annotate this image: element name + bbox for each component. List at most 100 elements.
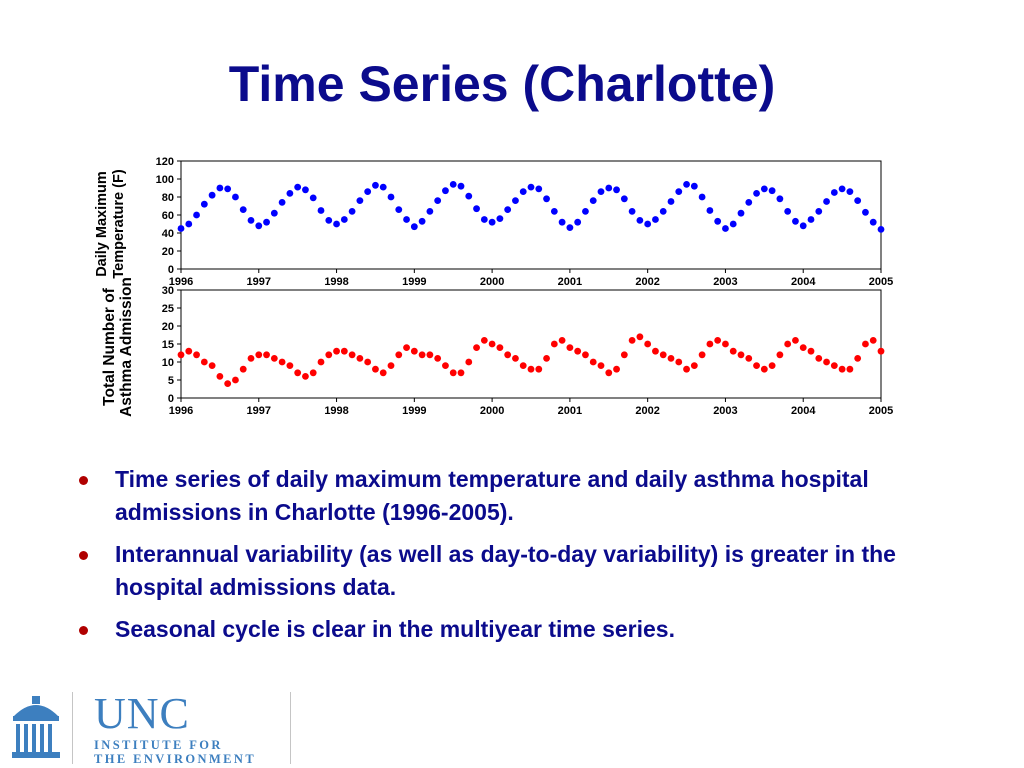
temperature-data-point <box>473 205 480 213</box>
asthma-data-point <box>325 351 333 359</box>
asthma-data-point <box>224 380 232 387</box>
asthma-data-point <box>683 365 690 373</box>
temperature-data-point <box>434 197 442 204</box>
temperature-data-point <box>768 187 776 195</box>
temperature-data-point <box>737 209 745 217</box>
asthma-data-point <box>823 358 830 366</box>
asthma-data-point <box>535 365 543 373</box>
temperature-data-point <box>667 198 675 205</box>
asthma-data-point <box>333 347 340 355</box>
bullet-dot-icon <box>79 626 88 635</box>
temperature-y-tick-label: 0 <box>168 264 174 276</box>
asthma-x-tick-label: 2001 <box>558 405 582 417</box>
bullet-list: Time series of daily maximum temperature… <box>75 463 955 655</box>
temperature-data-point <box>722 225 729 232</box>
temperature-data-point <box>302 186 309 194</box>
temperature-data-point <box>496 215 504 222</box>
asthma-y-tick-label: 10 <box>162 357 174 369</box>
asthma-data-point <box>457 369 465 377</box>
asthma-data-point <box>449 369 457 377</box>
temperature-x-tick-label: 1997 <box>247 276 271 288</box>
temperature-data-point <box>784 208 792 215</box>
temperature-data-point <box>480 216 488 223</box>
temperature-x-tick-label: 1998 <box>324 276 348 288</box>
asthma-data-point <box>597 362 605 369</box>
temperature-data-point <box>340 216 348 223</box>
temperature-data-point <box>714 217 722 225</box>
temperature-x-tick-label: 2005 <box>869 276 893 288</box>
temperature-data-point <box>504 206 512 213</box>
asthma-data-point <box>722 340 729 348</box>
temperature-data-point <box>706 207 714 214</box>
asthma-data-point <box>589 358 597 366</box>
asthma-data-point <box>379 369 387 377</box>
temperature-x-tick-label: 2003 <box>713 276 737 288</box>
asthma-data-point <box>854 355 862 362</box>
temperature-data-point <box>247 217 255 224</box>
asthma-data-point <box>550 340 558 348</box>
temperature-data-point <box>488 218 496 226</box>
logo-line2: THE ENVIRONMENT <box>94 752 257 766</box>
temperature-data-point <box>830 189 838 196</box>
temperature-data-point <box>457 182 465 190</box>
temperature-y-tick-label: 80 <box>162 192 174 204</box>
temperature-data-point <box>465 192 473 200</box>
temperature-data-point <box>294 183 302 191</box>
temperature-data-point <box>177 225 185 232</box>
asthma-data-point <box>566 344 574 351</box>
asthma-data-point <box>613 365 620 373</box>
temperature-data-point <box>869 218 877 226</box>
asthma-data-point <box>255 351 263 359</box>
asthma-data-point <box>760 365 768 373</box>
asthma-data-point <box>799 344 807 351</box>
asthma-data-point <box>659 351 667 359</box>
asthma-data-point <box>698 351 706 359</box>
old-well-icon <box>12 696 60 758</box>
asthma-data-point <box>193 351 200 359</box>
asthma-data-point <box>737 351 745 359</box>
asthma-data-point <box>403 344 410 351</box>
temperature-data-point <box>815 208 823 215</box>
temperature-data-point <box>286 190 294 197</box>
temperature-data-point <box>309 194 317 202</box>
asthma-data-point <box>776 351 784 359</box>
temperature-data-point <box>690 182 698 190</box>
asthma-data-point <box>364 358 372 366</box>
temperature-x-tick-label: 2004 <box>791 276 816 288</box>
temperature-data-point <box>519 188 527 195</box>
asthma-data-point <box>286 362 294 369</box>
temperature-x-tick-label: 2002 <box>635 276 659 288</box>
asthma-data-point <box>465 358 473 366</box>
temperature-data-point <box>753 190 760 197</box>
temperature-data-point <box>527 183 535 191</box>
temperature-plot-frame <box>180 160 882 270</box>
asthma-data-point <box>216 373 224 380</box>
asthma-data-point <box>410 347 418 355</box>
temperature-data-point <box>426 208 434 215</box>
asthma-x-tick-label: 1998 <box>324 405 348 417</box>
asthma-data-point <box>869 337 877 344</box>
asthma-data-point <box>387 362 395 369</box>
asthma-data-point <box>247 355 255 362</box>
temperature-data-point <box>185 220 193 228</box>
asthma-data-point <box>185 347 193 355</box>
asthma-data-point <box>768 362 776 369</box>
asthma-data-point <box>294 369 302 377</box>
asthma-data-point <box>239 365 247 373</box>
temperature-data-point <box>807 216 815 223</box>
temperature-data-point <box>799 222 807 230</box>
asthma-data-point <box>784 340 792 348</box>
temperature-data-point <box>652 216 659 223</box>
asthma-data-point <box>519 362 527 369</box>
temperature-data-point <box>239 206 247 213</box>
temperature-data-point <box>356 197 364 204</box>
temperature-data-point <box>395 206 403 213</box>
asthma-plot-frame <box>180 289 882 399</box>
temperature-data-point <box>823 198 830 205</box>
asthma-data-point <box>652 347 659 355</box>
temperature-data-point <box>232 193 239 201</box>
temperature-data-point <box>846 188 854 195</box>
asthma-data-point <box>753 362 760 369</box>
temperature-data-point <box>372 181 379 189</box>
asthma-data-point <box>302 373 309 380</box>
